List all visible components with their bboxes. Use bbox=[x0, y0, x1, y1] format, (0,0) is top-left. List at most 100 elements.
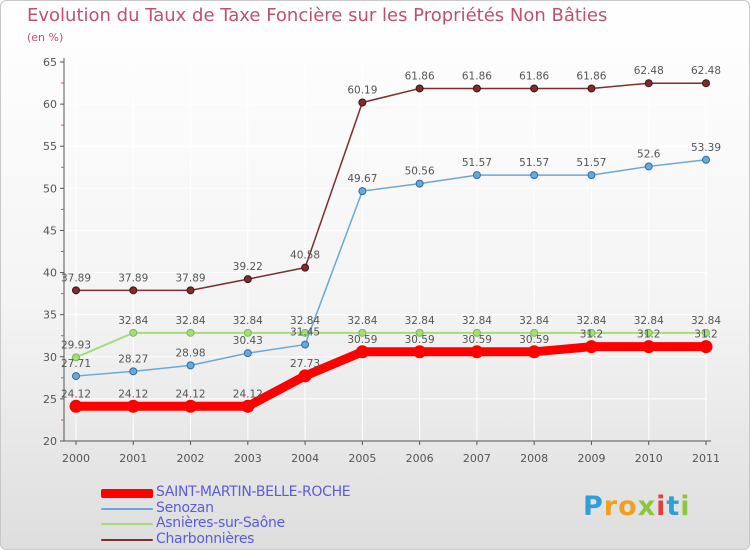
x-tick-label: 2000 bbox=[62, 452, 90, 465]
series-line bbox=[75, 82, 707, 292]
data-point bbox=[415, 328, 424, 337]
data-point bbox=[472, 84, 481, 93]
data-point bbox=[530, 84, 539, 93]
data-point bbox=[702, 155, 710, 164]
data-point bbox=[69, 399, 83, 413]
data-point bbox=[186, 361, 195, 370]
data-label: 24.12 bbox=[118, 388, 148, 400]
data-label: 50.56 bbox=[405, 166, 435, 178]
logo-letter: x bbox=[637, 491, 657, 522]
data-point bbox=[355, 345, 369, 359]
data-label: 30.43 bbox=[233, 335, 263, 347]
data-point bbox=[301, 340, 310, 349]
data-point bbox=[129, 367, 138, 376]
data-point bbox=[72, 353, 80, 362]
y-tick-label: 30 bbox=[43, 351, 57, 364]
data-label: 37.89 bbox=[176, 272, 206, 284]
data-point bbox=[72, 286, 80, 295]
data-point bbox=[584, 340, 598, 354]
data-point bbox=[129, 286, 138, 295]
x-tick-label: 2001 bbox=[119, 452, 147, 465]
x-tick-label: 2008 bbox=[520, 452, 548, 465]
data-point bbox=[530, 171, 539, 180]
data-point bbox=[530, 328, 539, 337]
data-point bbox=[644, 79, 653, 88]
legend-swatch bbox=[101, 523, 153, 525]
data-label: 61.86 bbox=[576, 70, 606, 82]
y-tick-label: 60 bbox=[43, 98, 57, 111]
data-point bbox=[243, 328, 252, 337]
data-point bbox=[702, 79, 710, 88]
data-point bbox=[186, 328, 195, 337]
series-asni-res-sur-sa-ne bbox=[72, 328, 710, 362]
data-label: 24.12 bbox=[176, 388, 206, 400]
data-label: 53.39 bbox=[691, 142, 721, 154]
legend-label: Charbonnières bbox=[156, 530, 255, 547]
data-label: 28.98 bbox=[176, 347, 206, 359]
data-point bbox=[413, 345, 427, 359]
data-label: 62.48 bbox=[634, 65, 664, 77]
data-label: 31.2 bbox=[637, 329, 660, 341]
data-label: 32.84 bbox=[176, 315, 206, 327]
data-point bbox=[243, 349, 252, 358]
data-point bbox=[644, 328, 653, 337]
data-label: 61.86 bbox=[405, 70, 435, 82]
logo-letter: i bbox=[680, 491, 691, 522]
data-point bbox=[472, 171, 481, 180]
data-point bbox=[358, 328, 367, 337]
data-label: 37.89 bbox=[118, 272, 148, 284]
chart-unit-label: (en %) bbox=[27, 31, 64, 44]
series-senozan bbox=[72, 155, 710, 381]
chart-title: Evolution du Taux de Taxe Foncière sur l… bbox=[27, 5, 608, 26]
x-tick-label: 2002 bbox=[177, 452, 205, 465]
data-label: 32.84 bbox=[519, 315, 549, 327]
logo-letter: t bbox=[666, 491, 681, 522]
data-label: 52.6 bbox=[637, 148, 661, 160]
data-point bbox=[644, 162, 653, 171]
legend-label: SAINT-MARTIN-BELLE-ROCHE bbox=[156, 484, 351, 500]
data-label: 51.57 bbox=[576, 157, 606, 169]
data-point bbox=[415, 84, 424, 93]
data-label: 32.84 bbox=[290, 315, 320, 327]
data-label: 32.84 bbox=[233, 315, 263, 327]
legend-swatch bbox=[101, 507, 153, 510]
y-tick-label: 50 bbox=[43, 182, 57, 195]
data-label: 24.12 bbox=[233, 388, 263, 400]
data-point bbox=[702, 328, 710, 337]
data-point bbox=[472, 328, 481, 337]
x-tick-label: 2005 bbox=[348, 452, 376, 465]
logo-letter: i bbox=[656, 491, 667, 522]
data-point bbox=[699, 340, 713, 354]
legend-label: Senozan bbox=[156, 499, 214, 516]
legend-label: Asnières-sur-Saône bbox=[156, 515, 285, 531]
legend-swatch bbox=[101, 488, 153, 498]
data-label: 32.84 bbox=[118, 315, 148, 327]
data-point bbox=[358, 187, 367, 196]
data-label: 39.22 bbox=[233, 261, 263, 273]
series-line bbox=[75, 159, 707, 377]
data-label: 24.12 bbox=[61, 388, 91, 400]
data-label: 30.59 bbox=[405, 334, 435, 346]
data-label: 51.57 bbox=[462, 157, 492, 169]
y-tick-label: 40 bbox=[43, 267, 57, 280]
data-point bbox=[72, 372, 80, 381]
data-point bbox=[642, 340, 656, 354]
data-label: 40.58 bbox=[290, 250, 320, 262]
x-tick-label: 2003 bbox=[234, 452, 262, 465]
y-tick-label: 20 bbox=[43, 435, 57, 448]
series-charbonni-res bbox=[72, 79, 710, 295]
data-point bbox=[126, 399, 140, 413]
proxiti-logo: Proxiti bbox=[583, 491, 691, 522]
data-point bbox=[527, 345, 541, 359]
data-point bbox=[358, 98, 367, 107]
x-tick-label: 2011 bbox=[692, 452, 720, 465]
data-label: 37.89 bbox=[61, 272, 91, 284]
data-point bbox=[243, 275, 252, 284]
data-label: 27.73 bbox=[290, 358, 320, 370]
data-label: 61.86 bbox=[462, 70, 492, 82]
data-label: 28.27 bbox=[118, 353, 148, 365]
data-label: 30.59 bbox=[519, 334, 549, 346]
data-label: 32.84 bbox=[347, 315, 377, 327]
